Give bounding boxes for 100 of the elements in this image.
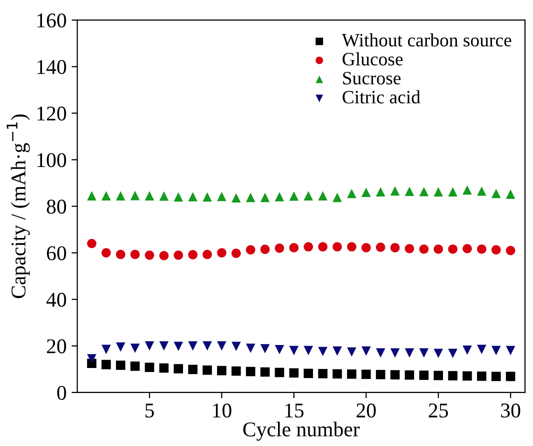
point: [246, 344, 256, 353]
point: [289, 243, 299, 252]
point: [434, 244, 444, 254]
point: [217, 248, 226, 258]
point: [174, 342, 184, 352]
point: [477, 186, 486, 196]
point: [260, 344, 270, 354]
point: [217, 341, 226, 351]
point: [231, 248, 241, 258]
point: [347, 188, 356, 198]
point: [231, 342, 241, 352]
point: [361, 243, 371, 252]
point: [390, 370, 400, 380]
point: [434, 370, 444, 380]
point: [159, 363, 169, 373]
point: [246, 245, 256, 254]
point: [274, 344, 284, 354]
point: [506, 246, 516, 256]
point: [87, 238, 96, 248]
point: [462, 244, 472, 254]
point: [361, 188, 371, 197]
point: [102, 191, 111, 200]
point: [274, 192, 284, 202]
point: [274, 368, 284, 378]
x-tick-label: 10: [213, 404, 232, 418]
point: [116, 360, 126, 370]
point: [144, 362, 154, 372]
point: [332, 242, 342, 252]
point: [116, 342, 126, 352]
point: [404, 370, 414, 380]
point: [174, 250, 184, 260]
point: [390, 348, 400, 358]
point: [419, 348, 429, 358]
point: [448, 187, 458, 197]
point: [318, 242, 328, 252]
point: [419, 244, 429, 254]
y-tick-label: 140: [37, 60, 66, 74]
point: [130, 190, 140, 200]
point: [376, 187, 386, 197]
legend-label: Sucrose: [343, 72, 401, 84]
point: [144, 191, 154, 200]
point: [188, 341, 198, 351]
point: [159, 250, 169, 260]
point: [376, 348, 386, 358]
point: [274, 244, 284, 253]
point: [404, 186, 414, 196]
point: [419, 186, 429, 196]
point: [246, 192, 256, 202]
point: [289, 346, 299, 356]
point: [130, 250, 140, 260]
point: [304, 242, 314, 252]
point: [491, 346, 501, 356]
point: [116, 250, 126, 260]
y-tick-label: 100: [37, 153, 66, 168]
point: [188, 364, 198, 374]
point: [188, 250, 198, 260]
point: [130, 344, 140, 353]
point: [477, 244, 486, 254]
point: [506, 190, 516, 199]
point: [202, 365, 212, 375]
point: [404, 244, 414, 254]
point: [102, 360, 111, 370]
point: [304, 346, 314, 356]
point: [491, 188, 501, 198]
x-tick-label: 5: [146, 404, 154, 418]
y-axis-title: Capacity / (mAh·g$^{−1}$): [6, 114, 30, 298]
legend-label: Without carbon source: [342, 33, 512, 47]
point: [144, 250, 154, 260]
point: [116, 191, 126, 200]
point: [491, 245, 501, 254]
point: [217, 366, 226, 376]
point: [477, 344, 486, 354]
point: [332, 192, 342, 202]
point: [462, 371, 472, 381]
point: [332, 346, 342, 356]
x-tick-label: 30: [501, 404, 520, 418]
point: [102, 248, 111, 258]
point: [87, 354, 96, 364]
point: [231, 193, 241, 203]
point: [174, 364, 184, 374]
point: [231, 366, 241, 376]
point: [347, 347, 356, 357]
point: [304, 191, 314, 200]
point: [260, 367, 270, 377]
point: [188, 192, 198, 202]
point: [448, 348, 458, 358]
point: [318, 346, 328, 356]
point: [202, 341, 212, 351]
point: [304, 368, 314, 378]
point: [434, 348, 444, 358]
point: [434, 187, 444, 197]
point: [419, 370, 429, 380]
point: [102, 344, 111, 354]
point: [390, 243, 400, 252]
point: [318, 191, 328, 200]
point: [260, 244, 270, 254]
x-tick-label: 15: [285, 404, 304, 418]
point: [390, 186, 400, 196]
point: [506, 346, 516, 356]
point: [462, 345, 472, 355]
